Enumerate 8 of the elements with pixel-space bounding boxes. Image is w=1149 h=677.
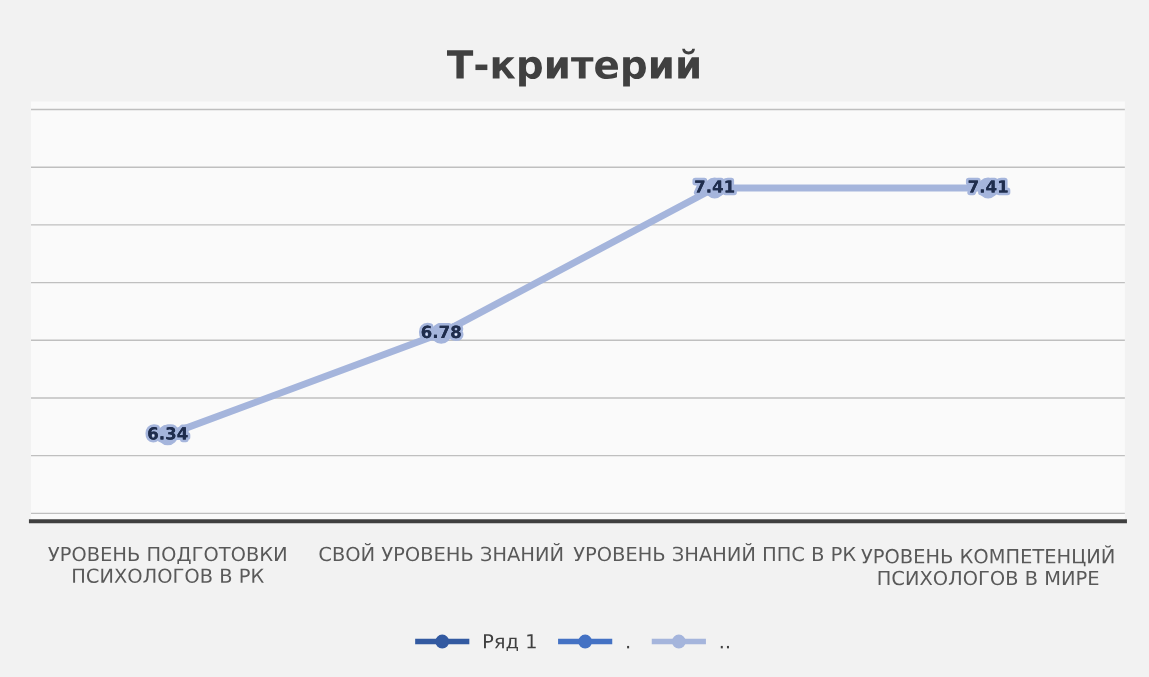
x-tick-label: УРОВЕНЬ КОМПЕТЕНЦИЙ ПСИХОЛОГОВ В МИРЕ — [861, 545, 1114, 586]
legend-label: .. — [720, 645, 729, 649]
x-tick-label: СВОЙ УРОВЕНЬ ЗНАНИЙ — [319, 543, 563, 562]
chart-title: Т-критерий — [446, 48, 699, 87]
x-tick-label: УРОВЕНЬ ЗНАНИЙ ППС В РК — [573, 543, 856, 562]
x-tick-label: УРОВЕНЬ ПОДГОТОВКИ ПСИХОЛОГОВ В РК — [48, 546, 286, 584]
legend-label: Ряд 1 — [484, 634, 536, 652]
legend-label: . — [627, 645, 630, 649]
